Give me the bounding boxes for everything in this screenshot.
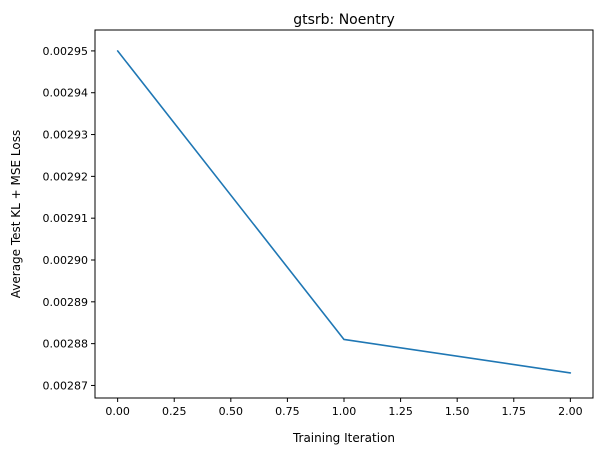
x-axis: 0.00 0.25 0.50 0.75 1.00 1.25 1.50 1.75 2.00	[105, 398, 583, 418]
plot-area	[94, 29, 594, 399]
y-tick-label: 0.00288	[43, 338, 89, 351]
x-tick-label: 1.00	[332, 405, 357, 418]
y-tick-label: 0.00289	[43, 296, 89, 309]
series-line-0	[116, 50, 572, 374]
y-tick-label: 0.00290	[43, 254, 89, 267]
x-tick-label: 1.25	[388, 405, 413, 418]
x-tick-label: 0.25	[162, 405, 187, 418]
y-axis-label: Average Test KL + MSE Loss	[9, 130, 23, 298]
y-tick-label: 0.00295	[43, 45, 89, 58]
y-tick-label: 0.00291	[43, 212, 89, 225]
x-tick-label: 2.00	[558, 405, 583, 418]
y-tick-label: 0.00287	[43, 379, 89, 392]
x-tick-label: 0.50	[219, 405, 244, 418]
x-tick-label: 1.75	[502, 405, 527, 418]
x-tick-label: 0.75	[275, 405, 300, 418]
x-axis-label: Training Iteration	[292, 431, 395, 445]
series-layer	[116, 50, 572, 374]
y-tick-label: 0.00294	[43, 87, 89, 100]
plot-frame	[94, 29, 594, 399]
y-tick-label: 0.00292	[43, 170, 89, 183]
chart-title: gtsrb: Noentry	[293, 12, 395, 28]
y-tick-label: 0.00293	[43, 129, 89, 142]
x-tick-label: 0.00	[105, 405, 130, 418]
y-axis: 0.00287 0.00288 0.00289 0.00290 0.00291 0.002…	[43, 45, 95, 392]
x-tick-label: 1.50	[445, 405, 470, 418]
